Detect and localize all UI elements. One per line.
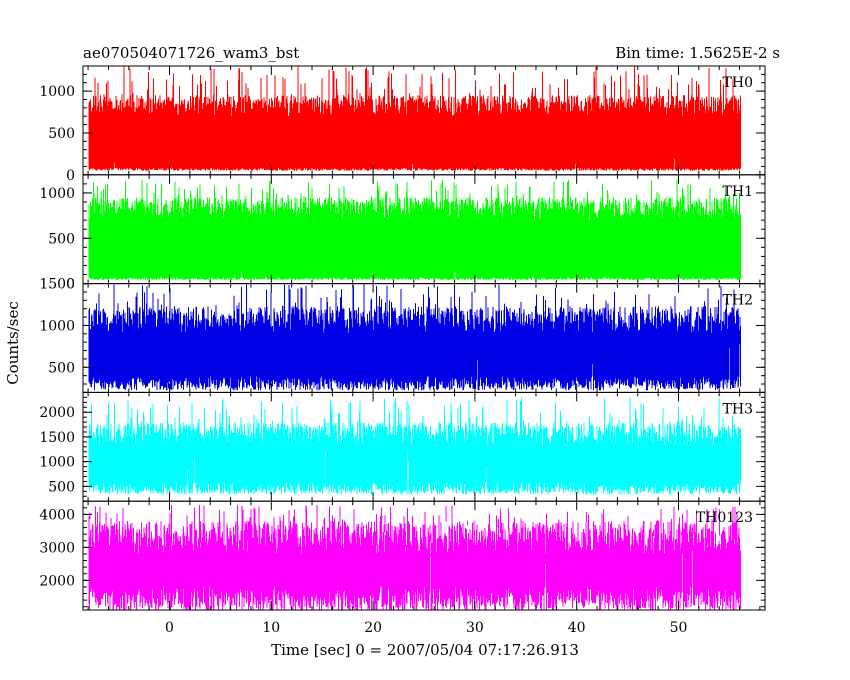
- y-tick-label: 2000: [39, 573, 75, 589]
- y-tick-label: 500: [48, 360, 75, 376]
- panel-th3: 500 1000 1500 2000 TH3: [39, 391, 766, 502]
- y-tick-label: 500: [48, 479, 75, 495]
- y-tick-label: 0: [66, 168, 75, 184]
- y-tick-label: 1000: [39, 186, 75, 202]
- panel-name-label: TH0123: [696, 510, 753, 526]
- y-tick-label: 2000: [39, 405, 75, 421]
- series-th1: [88, 179, 741, 280]
- panel-th2: 500 1000 1500 TH2: [39, 277, 766, 393]
- y-tick-label: 500: [48, 126, 75, 142]
- y-tick-label: 0: [66, 277, 75, 293]
- x-tick-label: 20: [364, 620, 382, 636]
- x-axis-label: Time [sec] 0 = 2007/05/04 07:17:26.913: [271, 641, 579, 659]
- panel-th0: 0 500 1000 TH0: [39, 65, 766, 184]
- chart-title: ae070504071726_wam3_bst: [83, 44, 299, 62]
- bin-time-label: Bin time: 1.5625E-2 s: [615, 44, 780, 62]
- panel-th1: 0 500 1000 TH1: [39, 174, 766, 293]
- x-tick-label: 30: [466, 620, 484, 636]
- y-tick-label: 1500: [39, 277, 75, 293]
- series-th3: [88, 397, 741, 495]
- x-tick-label: 50: [670, 620, 688, 636]
- series-th0123: [88, 504, 741, 610]
- series-th2: [88, 284, 741, 391]
- y-tick-label: 3000: [39, 540, 75, 556]
- y-tick-label: 1500: [39, 430, 75, 446]
- x-tick-label: 40: [568, 620, 586, 636]
- x-tick-label: 0: [165, 620, 174, 636]
- panel-name-label: TH3: [723, 401, 753, 417]
- y-tick-label: 1000: [39, 318, 75, 334]
- panel-th0123: 2000 3000 4000 TH0123: [39, 500, 766, 611]
- y-tick-label: 1000: [39, 455, 75, 471]
- x-tick-label: 10: [262, 620, 280, 636]
- panel-name-label: TH1: [723, 184, 753, 200]
- panel-frame: [82, 500, 766, 611]
- y-tick-label: 500: [48, 231, 75, 247]
- y-tick-label: 4000: [39, 507, 75, 523]
- panel-name-label: TH2: [723, 293, 753, 309]
- y-tick-label: 1000: [39, 84, 75, 100]
- y-axis-label: Counts/sec: [4, 301, 22, 385]
- series-th0: [88, 66, 741, 171]
- panel-name-label: TH0: [723, 75, 753, 91]
